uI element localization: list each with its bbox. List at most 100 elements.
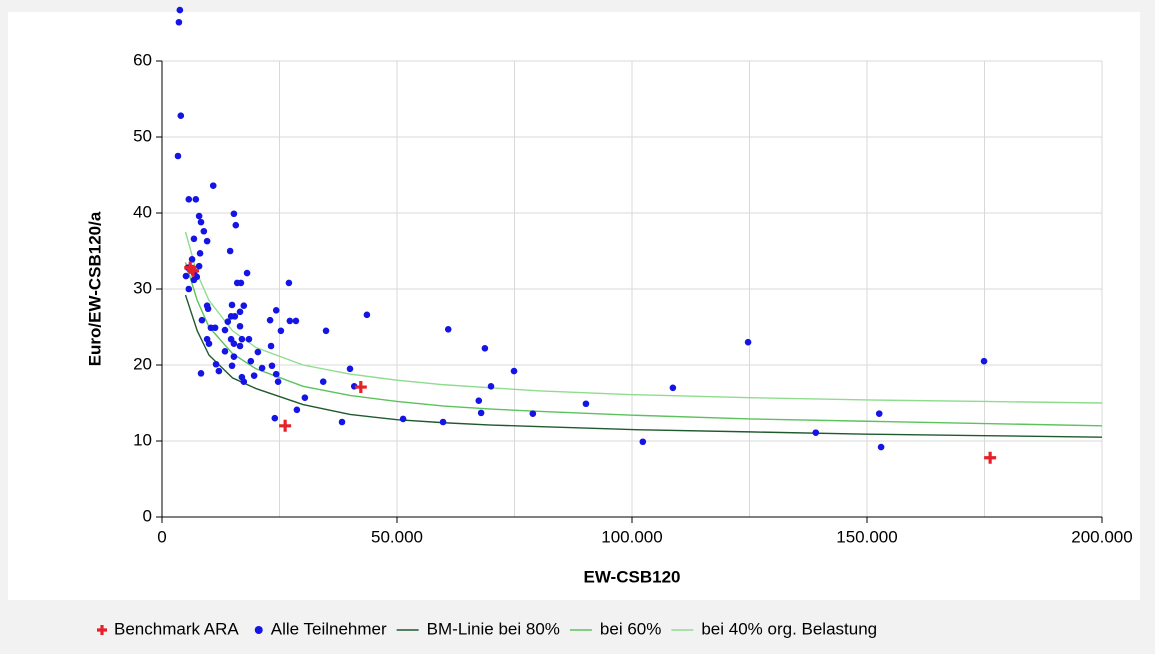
participant-point [267,342,275,350]
participant-point [185,285,193,293]
legend-label: bei 40% org. Belastung [701,619,877,638]
participant-point [258,364,266,372]
participant-point [209,182,217,189]
benchmark-point [187,264,200,277]
x-tick-label: 150.000 [836,527,897,546]
y-tick-label: 50 [133,126,152,145]
y-tick-label: 0 [143,506,152,525]
participant-point [268,362,276,370]
participant-point [232,221,240,229]
x-tick-label: 100.000 [601,527,662,546]
participant-point [230,340,238,348]
legend-marker [97,625,107,635]
participant-point [221,326,229,334]
participant-point [231,313,239,320]
plot [174,6,1103,464]
bm-line [184,294,1103,438]
participant-point [205,340,213,348]
legend-marker [254,626,263,634]
participant-point [197,370,205,377]
participant-point [211,324,219,332]
benchmark-point [354,381,367,394]
participant-point [582,400,590,408]
participant-point [237,279,245,287]
participant-point [240,378,248,386]
participant-point [228,362,236,370]
participant-point [250,372,258,379]
participant-point [203,237,211,245]
participant-point [236,322,244,330]
participant-point [196,249,204,257]
legend-label: Alle Teilnehmer [271,619,387,638]
participant-point [230,353,238,360]
participant-point [285,279,293,287]
participant-point [236,308,244,316]
y-tick-label: 60 [133,50,152,69]
participant-point [230,210,238,218]
y-tick-label: 40 [133,202,152,221]
participant-point [529,410,537,417]
participant-point [271,414,279,422]
participant-point [198,316,206,324]
bm-line [184,262,1103,427]
x-tick-label: 50.000 [371,527,423,546]
participant-point [444,325,452,333]
participant-point [301,394,309,401]
participant-point [266,316,274,324]
participant-point [669,384,677,392]
participant-point [475,397,483,405]
legend-label: Benchmark ARA [114,619,239,638]
participant-point [639,438,647,446]
participant-point [190,235,198,243]
participant-point [399,415,407,423]
participant-point [272,370,280,378]
participant-point [875,410,883,417]
participant-point [238,335,246,343]
participant-point [200,227,208,235]
participant-point [363,311,371,319]
participant-point [190,276,198,284]
participant-point [293,406,301,414]
x-tick-label: 0 [157,527,166,546]
participant-point [481,344,489,352]
participant-point [215,367,223,375]
participant-point [192,196,200,203]
participant-point [185,196,193,203]
participant-point [197,218,205,226]
participant-point [224,318,232,325]
participant-point [980,357,988,365]
legend-label: bei 60% [600,619,661,638]
benchmark-point [279,419,292,432]
participant-point [487,382,495,390]
participant-point [177,112,185,120]
participant-point [226,247,234,255]
participant-point [346,365,354,373]
benchmark-point [984,451,997,464]
participant-point [195,212,203,220]
participant-point [236,342,244,350]
y-axis-title: Euro/EW-CSB120/a [85,211,104,366]
x-axis-title: EW-CSB120 [584,567,681,586]
participant-point [274,378,282,386]
participant-point [877,443,885,451]
participant-point [319,378,327,386]
participant-point [277,327,285,335]
y-tick-label: 30 [133,278,152,297]
participant-point [744,338,752,346]
participant-point [240,302,248,310]
participant-point [812,429,820,436]
participant-point [254,348,262,356]
participant-point [247,357,255,365]
participant-point [322,327,330,335]
y-tick-label: 10 [133,430,152,449]
legend: Benchmark ARA Alle Teilnehmer BM-Linie bei… [97,619,877,638]
participant-point [175,18,183,26]
participant-point [174,152,182,160]
participant-point [228,301,236,309]
participant-point [188,256,196,263]
participant-point [195,262,203,270]
participant-point [212,360,220,368]
grid: 0 10 20 30 40 50 60 0 50.000 100.000 150.000 200.00… [133,50,1133,546]
participant-point [272,306,280,314]
